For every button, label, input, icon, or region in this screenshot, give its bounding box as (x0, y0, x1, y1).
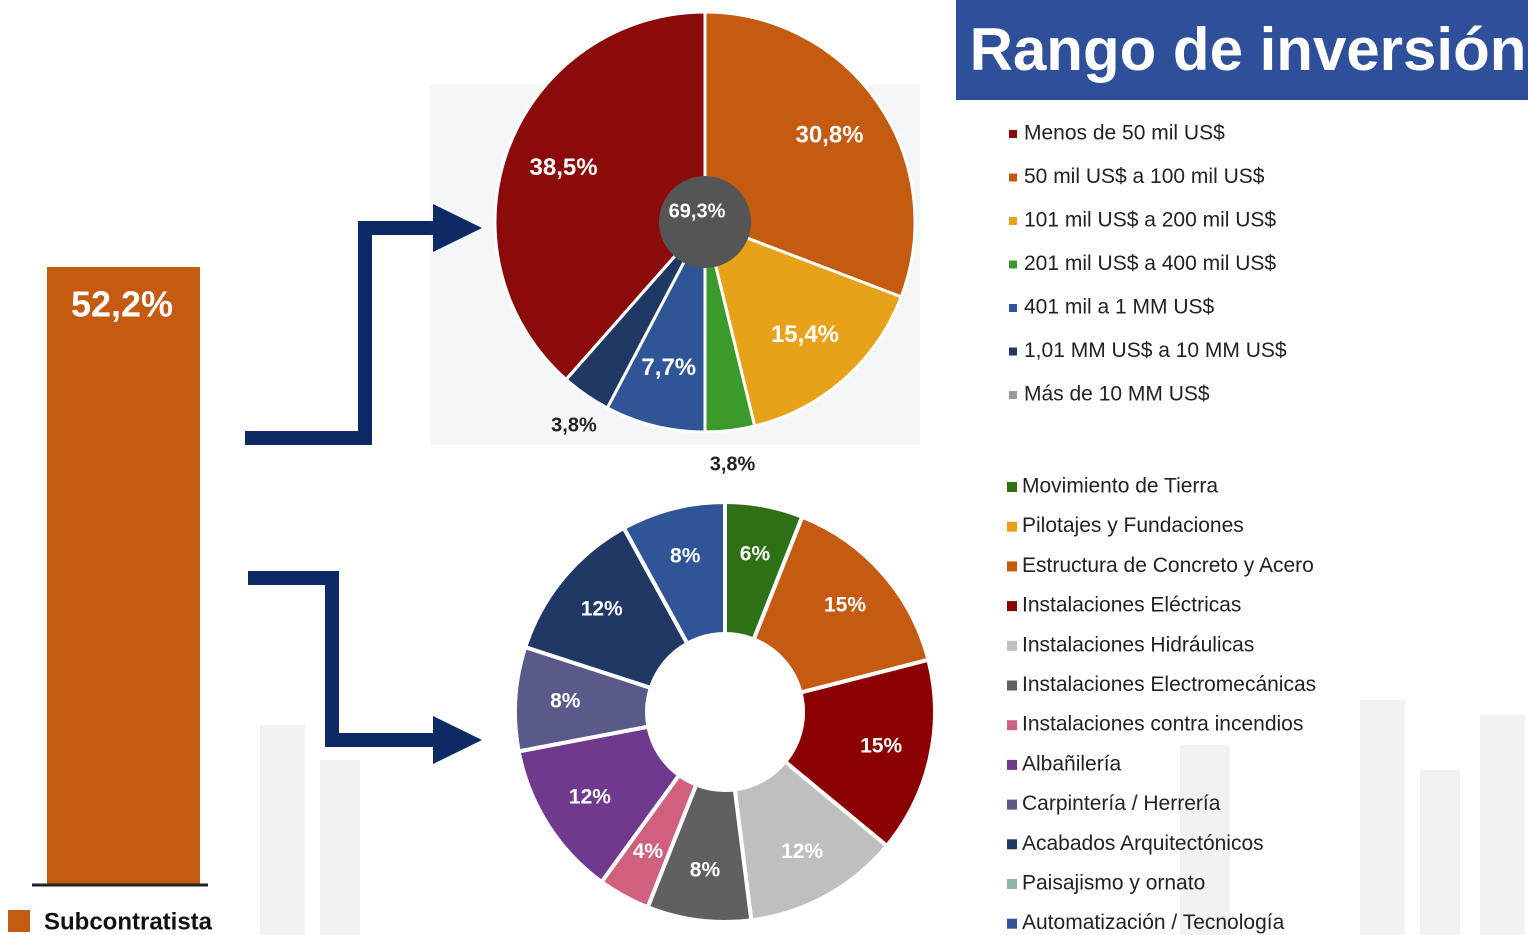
pie-slice (703, 10, 917, 299)
legend-label: 401 mil a 1 MM US$ (1024, 296, 1215, 319)
legend-swatch (1007, 680, 1017, 691)
legend-label: Estructura de Concreto y Acero (1022, 554, 1314, 577)
legend-label: Pilotajes y Fundaciones (1022, 514, 1244, 537)
title-banner (956, 0, 1528, 100)
data-label: 15% (860, 734, 902, 757)
title: Rango de inversión (970, 16, 1527, 83)
data-label: 15% (824, 594, 866, 617)
legend-swatch (1007, 601, 1017, 612)
data-label: 3,8% (551, 415, 597, 437)
data-label: 12% (781, 840, 823, 863)
center-disc (659, 176, 751, 268)
data-label: 6% (740, 542, 771, 565)
legend-swatch (1007, 521, 1017, 532)
donut-slice (732, 758, 890, 923)
legend-label: Paisajismo y ornato (1022, 872, 1205, 895)
donut-slice (522, 525, 691, 691)
bar (47, 267, 200, 885)
pie-slice (564, 221, 707, 381)
pie-slice (702, 219, 904, 428)
legend-label: Acabados Arquitectónicos (1022, 832, 1264, 855)
legend-label: Subcontratista (44, 908, 213, 935)
legend-label: Más de 10 MM US$ (1024, 383, 1210, 406)
data-label: 12% (581, 598, 623, 621)
legend-label: Albañilería (1022, 752, 1122, 775)
data-label: 8% (690, 858, 721, 881)
legend-label: Movimiento de Tierra (1022, 475, 1218, 498)
legend-swatch (1007, 482, 1017, 492)
donut-slice (621, 499, 727, 647)
legend-swatch (1007, 640, 1017, 651)
data-label: 4% (633, 840, 664, 863)
legend-swatch (1007, 799, 1017, 810)
legend-label: 101 mil US$ a 200 mil US$ (1024, 209, 1276, 232)
legend-label: Instalaciones Eléctricas (1022, 594, 1241, 617)
legend-label: Instalaciones Electromecánicas (1022, 673, 1316, 696)
legend-label: 1,01 MM US$ a 10 MM US$ (1024, 339, 1287, 362)
donut-slice (751, 514, 931, 696)
data-label: 8% (550, 690, 581, 713)
legend-swatch (1009, 173, 1017, 182)
legend-swatch (8, 910, 30, 932)
data-label: 8% (670, 545, 701, 568)
data-label: 7,7% (641, 354, 696, 381)
legend-swatch (1009, 347, 1017, 356)
legend-swatch (1009, 217, 1017, 225)
connector-arrows (245, 204, 482, 764)
legend-swatch (1009, 130, 1017, 138)
legend-label: Instalaciones Hidráulicas (1022, 633, 1254, 656)
legend-label: 201 mil US$ a 400 mil US$ (1024, 252, 1276, 275)
legend-label: Menos de 50 mil US$ (1024, 122, 1225, 145)
data-label: 3,8% (710, 454, 756, 476)
data-label: 38,5% (530, 154, 598, 181)
data-label: 30,8% (795, 122, 863, 149)
legend-swatch (1007, 720, 1017, 731)
legend-swatch (1007, 561, 1017, 572)
data-label: 15,4% (771, 321, 839, 348)
legend-label: 50 mil US$ a 100 mil US$ (1024, 165, 1265, 188)
pie-slice (493, 10, 707, 382)
legend-swatch (1007, 918, 1017, 929)
legend-swatch (1007, 839, 1017, 850)
pie-slice (605, 221, 707, 434)
legend-swatch (1007, 759, 1017, 770)
legend-swatch (1009, 260, 1017, 269)
donut-slice (782, 657, 937, 849)
legend-label: Carpintería / Herrería (1022, 792, 1221, 815)
data-label: 12% (569, 785, 611, 808)
legend-swatch (1009, 391, 1017, 399)
data-label: 52,2% (71, 284, 173, 325)
donut-slice (516, 724, 682, 885)
center-label: 69,3% (669, 200, 726, 222)
legend-swatch (1007, 879, 1017, 889)
legend-label: Automatización / Tecnología (1022, 911, 1285, 934)
legend-swatch (1009, 304, 1017, 312)
legend-label: Instalaciones contra incendios (1022, 713, 1303, 736)
